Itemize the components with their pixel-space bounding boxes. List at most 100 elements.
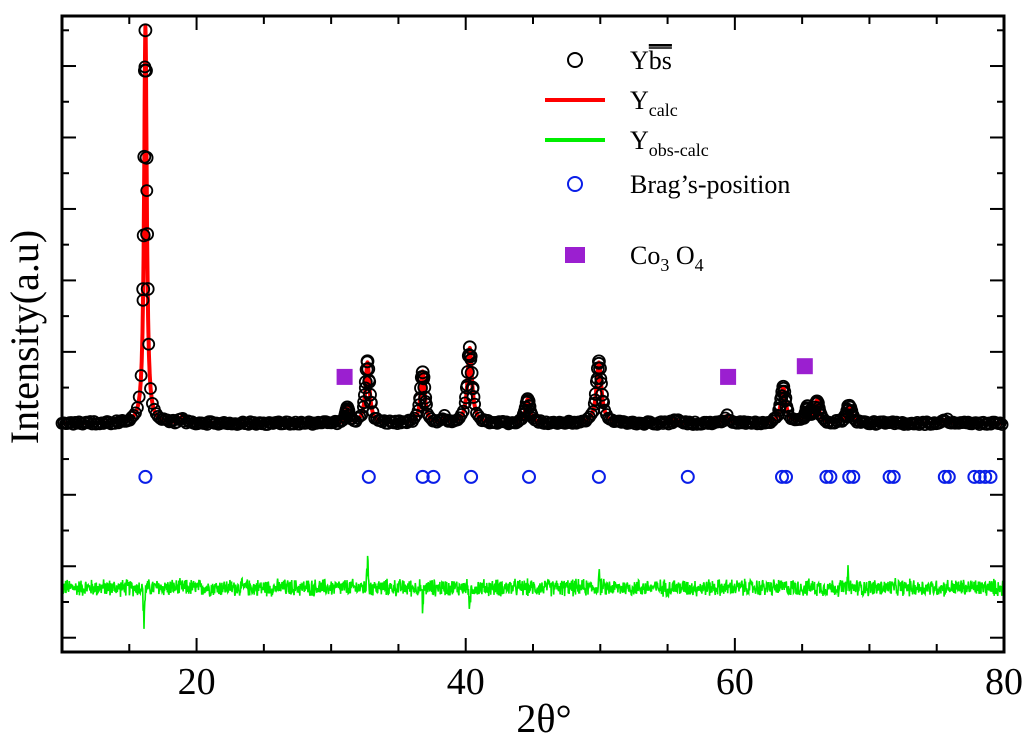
observed-point [593, 361, 607, 376]
bragg-position-marker [426, 469, 441, 484]
observed-point [777, 384, 792, 399]
observed-point [595, 387, 609, 402]
observed-point [140, 282, 155, 296]
observed-point [463, 349, 478, 364]
legend-label-subscript: 3 [660, 255, 669, 275]
observed-point [139, 63, 153, 78]
observed-point [129, 406, 142, 420]
plot-frame [60, 14, 1006, 654]
legend-label-bragg: Brag’s-position [630, 170, 790, 199]
observed-point [522, 399, 537, 414]
observed-point [419, 397, 433, 412]
observed-point [456, 404, 470, 418]
bragg-position-marker [967, 469, 982, 484]
observed-point [363, 395, 378, 410]
observed-point [178, 414, 191, 428]
legend-label-main: Y [630, 46, 649, 75]
observed-point [415, 365, 430, 380]
observed-point [813, 407, 828, 422]
observed-point [462, 340, 477, 355]
legend-label-obs: Ybs [630, 46, 672, 75]
bragg-position-marker [779, 469, 793, 484]
observed-point [360, 354, 375, 369]
bragg-position-marker [886, 469, 901, 484]
legend-label-co3o4: Co3 O4 [630, 241, 704, 275]
calculated-series-line [60, 24, 1006, 426]
x-axis-title: 2θ° [516, 696, 571, 741]
legend-label-calc: Ycalc [630, 86, 678, 120]
co3o4-marker [796, 358, 813, 375]
observed-point [342, 408, 357, 423]
observed-point [138, 23, 153, 38]
observed-point [846, 410, 861, 425]
observed-point [780, 403, 795, 418]
observed-point [363, 387, 377, 402]
observed-point [464, 365, 479, 380]
observed-points-layer [55, 23, 1009, 432]
observed-point [144, 382, 157, 395]
legend-label-main: Y [630, 86, 649, 115]
bragg-position-marker [361, 469, 376, 484]
difference-series-line [61, 555, 1005, 629]
bragg-position-marker [941, 469, 956, 484]
observed-point [142, 337, 156, 351]
legend-label-diff: Yobs-calc [630, 126, 709, 160]
x-tick-label: 80 [985, 661, 1023, 703]
observed-point [524, 407, 539, 422]
bragg-position-marker [846, 469, 861, 484]
axis-ticks-layer: 20 40 60 80 [61, 16, 1023, 703]
bragg-position-marker [842, 469, 857, 484]
observed-point [362, 374, 377, 389]
observed-point [132, 390, 146, 404]
co3o4-marker [720, 368, 737, 385]
observed-point [587, 396, 602, 411]
observed-point [468, 397, 482, 411]
observed-point [416, 370, 431, 385]
observed-point [596, 395, 610, 410]
observed-point [366, 405, 380, 419]
legend-label-overline: bs [649, 46, 672, 75]
observed-point [139, 150, 154, 165]
observed-point [459, 380, 474, 395]
x-tick-label: 20 [178, 661, 216, 703]
legend-label-subscript: calc [649, 100, 678, 120]
bragg-position-marker [138, 469, 153, 484]
observed-point [140, 184, 154, 198]
observed-point [995, 418, 1009, 431]
difference-curve-layer [61, 555, 1005, 629]
bragg-position-marker [882, 469, 897, 484]
bragg-positions-layer [138, 469, 998, 484]
legend-label-main2: O [669, 241, 694, 270]
calculated-curve-layer [60, 24, 1006, 426]
bragg-position-marker [972, 469, 987, 484]
legend-label-main: Y [630, 126, 649, 155]
legend-label-main: Co [630, 241, 660, 270]
bragg-position-marker [415, 469, 430, 484]
bragg-position-marker [775, 469, 789, 484]
observed-point [592, 354, 606, 369]
bragg-position-marker [819, 469, 834, 484]
bragg-position-marker [522, 469, 536, 484]
co3o4-marker [336, 368, 353, 385]
legend-co3o4-symbol [565, 247, 585, 263]
observed-point [351, 411, 365, 425]
bragg-position-marker [983, 469, 998, 484]
y-axis-title: Intensity(a.u) [2, 230, 47, 444]
bragg-position-marker [591, 469, 606, 484]
observed-point [134, 369, 148, 382]
co3o4-markers-layer [336, 358, 813, 385]
legend-label-subscript2: 4 [695, 255, 704, 275]
observed-point [127, 408, 141, 422]
observed-point [341, 403, 356, 418]
observed-point [459, 390, 473, 405]
bragg-position-marker [464, 469, 479, 484]
legend-bragg-symbol [567, 176, 583, 192]
x-tick-label: 40 [447, 661, 485, 703]
legend-label-main: Brag’s-position [630, 170, 790, 199]
legend-label-subscript: obs-calc [649, 140, 709, 160]
bragg-position-marker [978, 469, 993, 484]
x-tick-label: 60 [716, 661, 754, 703]
bragg-position-marker [823, 469, 838, 484]
